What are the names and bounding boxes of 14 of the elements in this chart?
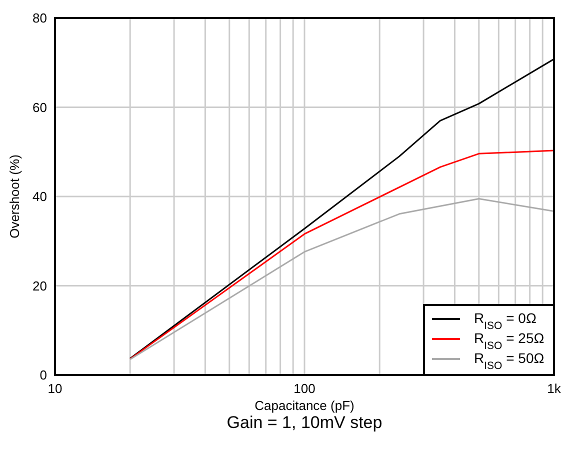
- text: Gain = 1, 10mV step: [226, 413, 382, 432]
- y-axis-title: Overshoot (%): [7, 154, 22, 238]
- y-tick-label: 40: [32, 189, 47, 204]
- x-tick-label: 10: [48, 381, 62, 396]
- x-tick-label: 100: [294, 381, 316, 396]
- y-tick-label: 20: [32, 278, 47, 294]
- x-tick-label: 1k: [547, 381, 562, 396]
- x-axis-title: Capacitance (pF): [254, 398, 354, 413]
- y-tick-label: 0: [40, 368, 47, 382]
- legend-label: R$_{ISO}$ = 50Ω: [474, 350, 544, 372]
- legend-label: R$_{ISO}$ = 25Ω: [474, 330, 544, 352]
- y-tick-label: 80: [32, 10, 47, 26]
- y-tick-label: 60: [32, 100, 47, 115]
- legend-label: R$_{ISO}$ = 0Ω: [474, 310, 536, 332]
